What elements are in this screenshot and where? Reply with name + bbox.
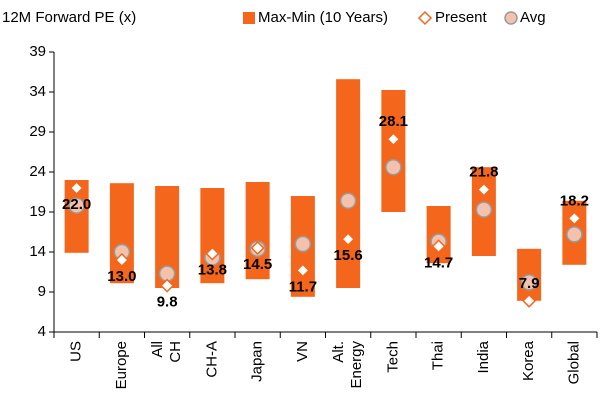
x-tick-label: Thai — [430, 341, 447, 370]
x-tick-label-line: VN — [294, 341, 311, 362]
avg-marker — [339, 192, 357, 210]
avg-marker — [475, 201, 493, 218]
present-marker — [522, 293, 537, 308]
x-tick-label-line: CH-A — [203, 341, 220, 378]
avg-marker — [385, 158, 402, 176]
x-tick-label-line: Thai — [430, 341, 447, 370]
present-marker — [114, 252, 129, 268]
data-label: 13.0 — [107, 268, 136, 285]
legend-label: Present — [435, 9, 488, 26]
legend-label: Avg — [520, 9, 546, 26]
present-marker — [205, 246, 220, 261]
y-tick-label: 29 — [29, 123, 46, 140]
x-tick-label: US — [68, 341, 85, 362]
x-tick-label: CH-A — [203, 341, 220, 378]
x-tick-label-line: CH — [167, 341, 184, 363]
chart-title: 12M Forward PE (x) — [2, 9, 136, 26]
range-bar — [200, 188, 225, 284]
legend-label: Max-Min (10 Years) — [258, 9, 388, 26]
present-marker — [341, 232, 356, 247]
y-tick-label: 14 — [29, 243, 46, 260]
range-bar — [336, 79, 361, 288]
x-tick-label-line: Energy — [348, 341, 365, 389]
x-tick-label: VN — [294, 341, 311, 362]
x-tick-label-line: Global — [565, 341, 582, 384]
data-label: 14.7 — [424, 254, 453, 271]
avg-marker — [566, 226, 583, 243]
range-bar — [245, 182, 270, 280]
data-label: 11.7 — [289, 278, 317, 295]
data-label: 13.8 — [198, 262, 227, 279]
present-marker — [567, 211, 582, 226]
y-tick-label: 34 — [29, 83, 46, 100]
data-label: 14.5 — [243, 256, 272, 273]
avg-marker — [68, 197, 85, 214]
range-bar — [381, 90, 406, 212]
x-tick-label-line: Korea — [520, 340, 537, 381]
data-label: 7.9 — [519, 275, 540, 292]
data-label: 21.8 — [469, 164, 498, 181]
data-label: 9.8 — [157, 294, 178, 311]
y-tick-label: 4 — [38, 323, 46, 340]
y-tick-label: 39 — [29, 43, 46, 60]
avg-marker — [520, 274, 538, 291]
legend-swatch-avg — [504, 11, 518, 25]
x-tick-label: AllCH — [149, 341, 184, 363]
data-label: 28.1 — [379, 113, 408, 130]
present-marker — [476, 182, 491, 197]
data-label: 18.2 — [560, 192, 589, 209]
present-marker — [431, 239, 446, 254]
x-tick-label-line: Europe — [113, 341, 130, 389]
y-tick-label: 9 — [38, 283, 46, 300]
x-tick-label-line: India — [475, 340, 492, 373]
present-marker — [160, 278, 175, 293]
present-marker — [69, 180, 84, 196]
x-tick-label: Korea — [520, 340, 537, 381]
x-tick-label: Global — [565, 341, 582, 384]
legend-swatch-present — [417, 10, 433, 26]
y-tick-label: 19 — [29, 203, 46, 220]
x-tick-label: India — [475, 340, 492, 373]
data-label: 22.0 — [62, 196, 91, 213]
x-tick-label-line: Tech — [384, 341, 401, 373]
avg-marker — [294, 235, 312, 253]
x-tick-label: Alt.Energy — [330, 341, 365, 389]
data-label: 15.6 — [334, 247, 363, 264]
x-tick-label-line: US — [68, 341, 85, 362]
present-marker — [295, 263, 310, 278]
x-tick-label: Europe — [113, 341, 130, 389]
x-tick-label: Japan — [249, 341, 266, 382]
y-tick-label: 24 — [29, 163, 46, 180]
present-marker — [250, 240, 265, 256]
x-tick-label: Tech — [384, 341, 401, 373]
legend-swatch-range — [243, 12, 255, 24]
x-tick-label-line: All — [149, 341, 166, 358]
present-marker — [386, 132, 401, 147]
x-tick-label-line: Alt. — [330, 341, 347, 363]
x-tick-label-line: Japan — [249, 341, 266, 382]
